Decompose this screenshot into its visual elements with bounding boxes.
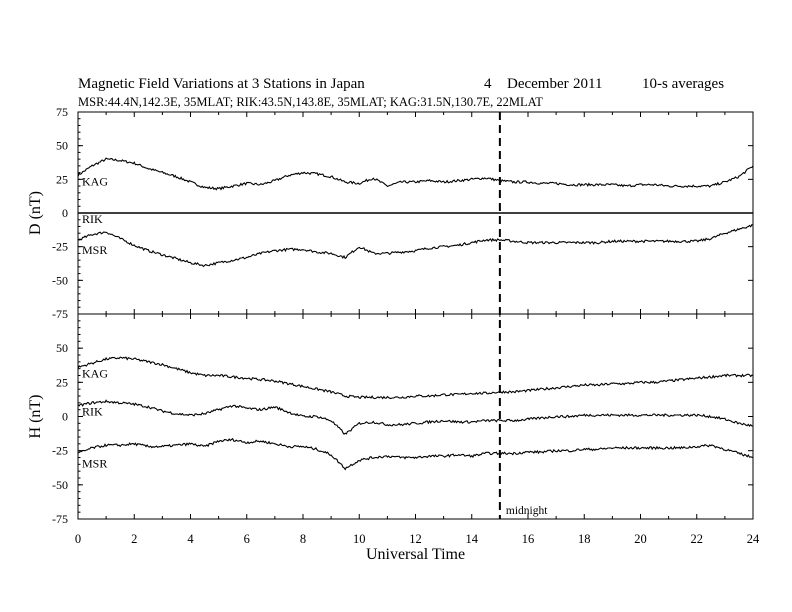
y-tick-label: -50 [52,478,68,492]
y-axis-label: D (nT) [27,191,44,235]
chart-title: Magnetic Field Variations at 3 Stations … [78,76,365,92]
series-label-rik: RIK [82,405,103,419]
x-tick-label: 20 [634,532,647,546]
x-tick-label: 14 [466,532,479,546]
panel-frame [77,313,754,520]
y-tick-label: 50 [56,139,68,153]
panel-top: 75 50 25 0 -25 -50 -75 D (nT) KAG RIK MSR [27,105,754,321]
x-tick-label: 0 [75,532,81,546]
y-tick-label: 25 [56,172,68,186]
x-tick-label: 22 [691,532,704,546]
y-tick-label: 50 [56,341,68,355]
chart-header: Magnetic Field Variations at 3 Stations … [78,76,724,109]
x-tick-label: 6 [244,532,250,546]
y-tick-label: -25 [52,240,68,254]
y-tick-label: -25 [52,444,68,458]
x-axis-label: Universal Time [366,546,465,563]
y-tick-label: 0 [62,410,68,424]
chart-panels: 75 50 25 0 -25 -50 -75 D (nT) KAG RIK MSR 50 25 0 -25 -… [27,105,760,563]
y-tick-label: -75 [52,307,68,321]
y-axis-label: H (nT) [27,395,44,439]
x-tick-label: 24 [747,532,760,546]
x-tick-label: 8 [300,532,306,546]
series-line-kag [77,157,754,191]
x-tick-label: 18 [578,532,591,546]
date-day: 4 [484,76,492,92]
x-tick-label: 2 [131,532,137,546]
station-subtitle: MSR:44.4N,142.3E, 35MLAT; RIK:43.5N,143.… [78,95,543,109]
y-tick-label: -75 [52,512,68,526]
averaging-label: 10-s averages [642,76,724,92]
series-label-kag: KAG [82,174,108,188]
x-tick-label: 12 [409,532,422,546]
series-label-kag: KAG [82,366,108,380]
y-tick-label: -50 [52,273,68,287]
x-tick-label: 4 [187,532,194,546]
series-line-msr [77,224,754,268]
series-line-msr [77,437,754,471]
x-tick-label: 16 [522,532,535,546]
series-label-rik: RIK [82,212,103,226]
date-month: December [507,76,569,92]
y-tick-label: 25 [56,375,68,389]
series-line-kag [77,356,754,400]
chart-annotations: midnight [498,112,548,519]
series-label-msr: MSR [82,456,107,470]
y-tick-label: 0 [62,206,68,220]
date-year: 2011 [573,76,602,92]
y-tick-label: 75 [56,105,68,119]
x-tick-label: 10 [353,532,366,546]
series-label-msr: MSR [82,243,107,257]
midnight-label: midnight [506,505,548,517]
series-line-rik [77,399,754,435]
